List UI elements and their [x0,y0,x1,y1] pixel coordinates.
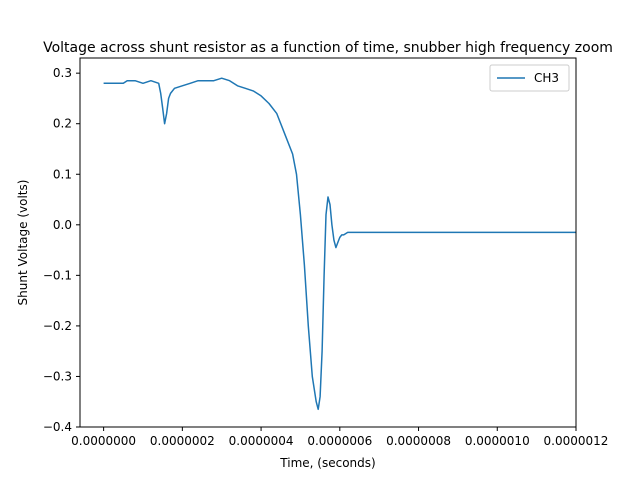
y-tick-label: −0.2 [43,319,72,333]
y-tick-label: −0.3 [43,369,72,383]
x-tick-label: 0.0000000 [71,434,136,448]
y-tick-label: −0.1 [43,268,72,282]
y-tick-label: 0.2 [53,117,72,131]
y-axis-label: Shunt Voltage (volts) [16,180,30,306]
x-tick-label: 0.0000004 [229,434,294,448]
x-tick-label: 0.0000010 [465,434,530,448]
legend: CH3 [489,64,570,92]
y-axis: −0.4 −0.3 −0.2 −0.1 0.0 0.1 0.2 0.3 [43,66,80,434]
series-line-ch3 [103,77,576,411]
series-layer [103,77,576,411]
y-tick-label: −0.4 [43,420,72,434]
legend-label-ch3: CH3 [534,71,559,85]
y-tick-label: 0.1 [53,167,72,181]
y-tick-label: 0.3 [53,66,72,80]
x-tick-label: 0.0000002 [150,434,215,448]
x-axis-label: Time, (seconds) [279,456,375,470]
x-axis: 0.0000000 0.0000002 0.0000004 0.0000006 0.00… [71,427,608,448]
x-tick-label: 0.0000012 [544,434,609,448]
x-tick-label: 0.0000008 [386,434,451,448]
legend-box [489,64,570,92]
y-tick-label: 0.0 [53,218,72,232]
plot-frame [79,57,577,428]
x-tick-label: 0.0000006 [307,434,372,448]
chart-title: Voltage across shunt resistor as a funct… [43,40,613,56]
